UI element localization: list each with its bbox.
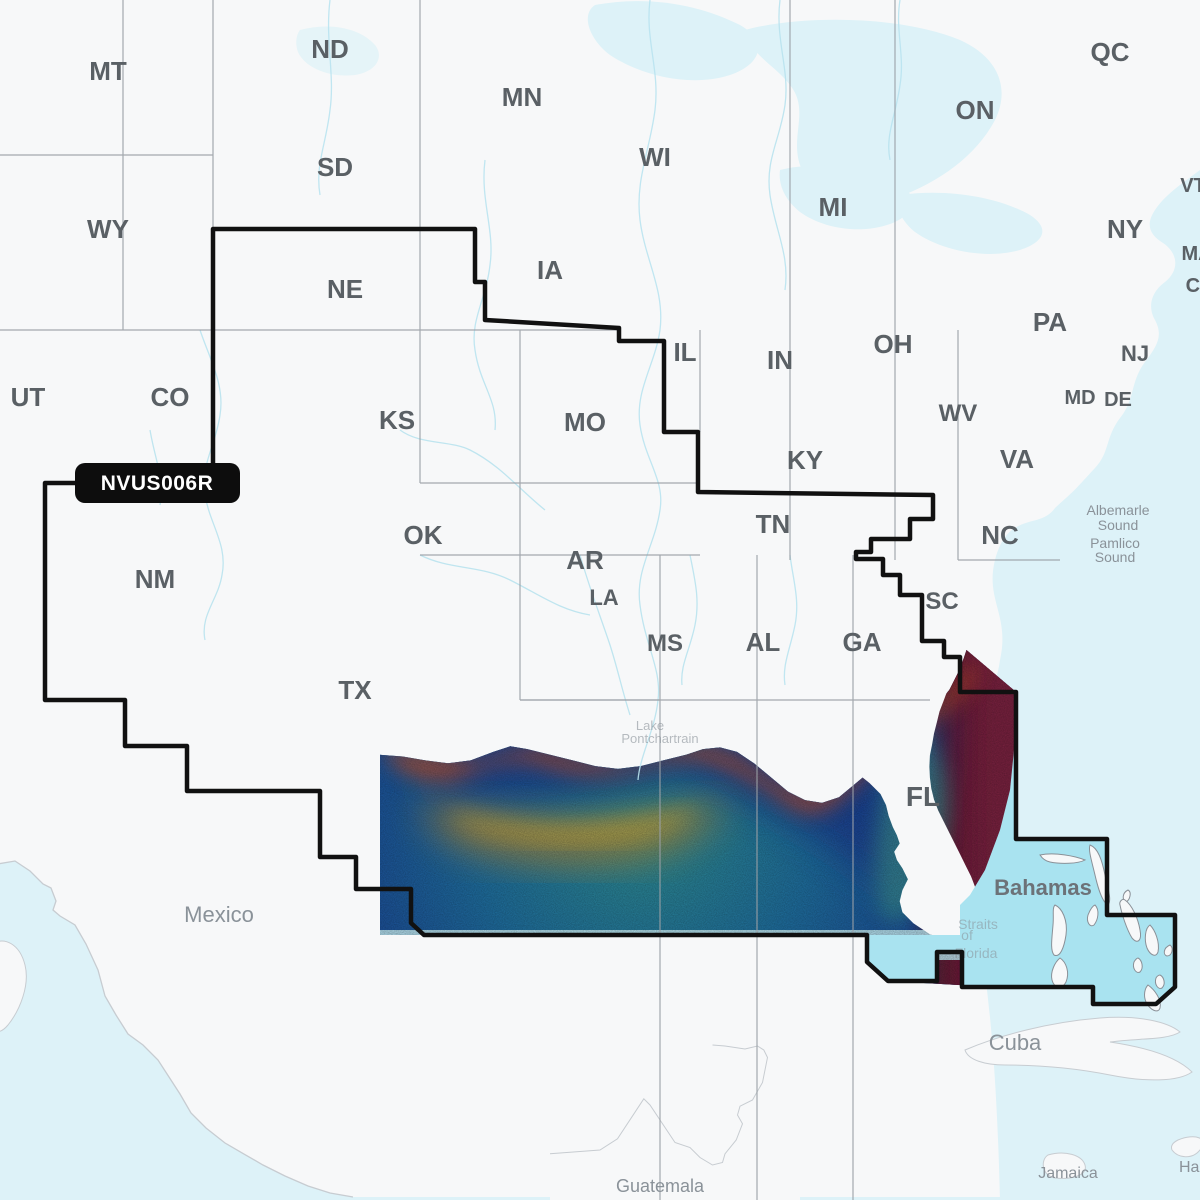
svg-text:Cuba: Cuba [989, 1030, 1042, 1055]
svg-text:WY: WY [87, 214, 129, 244]
svg-text:MI: MI [819, 192, 848, 222]
svg-text:IA: IA [537, 255, 563, 285]
svg-text:MA: MA [1181, 243, 1200, 265]
svg-text:UT: UT [11, 382, 46, 412]
svg-text:WI: WI [639, 142, 671, 172]
svg-text:QC: QC [1091, 37, 1130, 67]
svg-text:AR: AR [566, 545, 604, 575]
svg-text:Sound: Sound [1098, 517, 1138, 533]
svg-text:OK: OK [404, 520, 443, 550]
svg-text:GA: GA [843, 627, 882, 657]
svg-text:SC: SC [925, 588, 958, 615]
svg-text:Jamaica: Jamaica [1038, 1165, 1098, 1182]
svg-text:WV: WV [939, 400, 978, 427]
svg-text:ND: ND [311, 34, 349, 64]
svg-text:NM: NM [135, 564, 175, 594]
svg-text:MS: MS [647, 630, 683, 657]
svg-text:NC: NC [981, 520, 1019, 550]
svg-text:TX: TX [338, 675, 372, 705]
svg-text:AL: AL [746, 627, 781, 657]
svg-text:KS: KS [379, 405, 415, 435]
svg-text:Bahamas: Bahamas [994, 875, 1092, 900]
svg-text:Mexico: Mexico [184, 902, 254, 927]
svg-text:NE: NE [327, 274, 363, 304]
svg-text:of: of [961, 927, 973, 943]
svg-text:OH: OH [874, 329, 913, 359]
svg-text:NJ: NJ [1121, 341, 1149, 366]
svg-text:NY: NY [1107, 214, 1143, 244]
svg-text:Pontchartrain: Pontchartrain [621, 731, 698, 746]
svg-text:VT: VT [1180, 175, 1200, 197]
svg-text:TN: TN [756, 509, 791, 539]
svg-text:Haiti: Haiti [1179, 1159, 1200, 1176]
svg-text:SD: SD [317, 152, 353, 182]
svg-text:DE: DE [1104, 389, 1132, 411]
svg-text:PA: PA [1033, 307, 1067, 337]
svg-text:MT: MT [89, 56, 127, 86]
svg-text:NVUS006R: NVUS006R [101, 472, 214, 495]
svg-text:MO: MO [564, 407, 606, 437]
svg-text:MN: MN [502, 82, 542, 112]
svg-text:IL: IL [673, 337, 696, 367]
svg-text:MD: MD [1064, 387, 1095, 409]
svg-text:FL: FL [906, 781, 940, 812]
svg-text:CO: CO [151, 382, 190, 412]
svg-text:IN: IN [767, 345, 793, 375]
svg-text:Albemarle: Albemarle [1086, 502, 1149, 518]
svg-text:CT: CT [1186, 275, 1200, 297]
svg-text:Guatemala: Guatemala [616, 1176, 705, 1196]
svg-text:KY: KY [787, 445, 823, 475]
svg-text:LA: LA [589, 585, 618, 610]
svg-text:ON: ON [956, 95, 995, 125]
svg-text:Sound: Sound [1095, 549, 1135, 565]
svg-text:VA: VA [1000, 444, 1034, 474]
